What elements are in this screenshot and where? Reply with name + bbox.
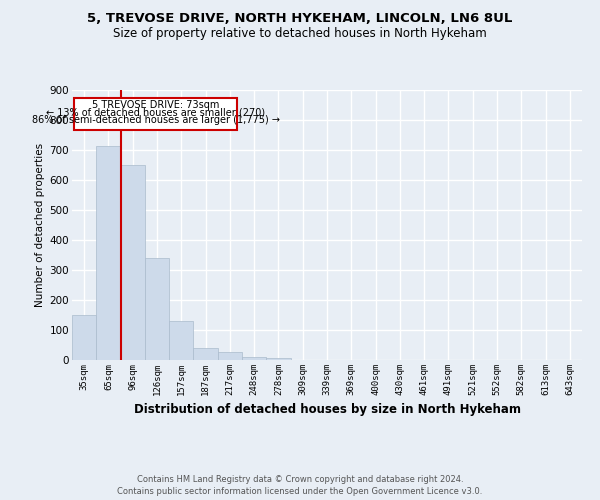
Text: Contains HM Land Registry data © Crown copyright and database right 2024.: Contains HM Land Registry data © Crown c… xyxy=(137,475,463,484)
Bar xyxy=(145,258,169,360)
Y-axis label: Number of detached properties: Number of detached properties xyxy=(35,143,46,307)
Text: 5, TREVOSE DRIVE, NORTH HYKEHAM, LINCOLN, LN6 8UL: 5, TREVOSE DRIVE, NORTH HYKEHAM, LINCOLN… xyxy=(88,12,512,26)
Bar xyxy=(266,358,290,360)
Text: ← 13% of detached houses are smaller (270): ← 13% of detached houses are smaller (27… xyxy=(46,107,265,117)
Text: 5 TREVOSE DRIVE: 73sqm: 5 TREVOSE DRIVE: 73sqm xyxy=(92,100,219,110)
Bar xyxy=(169,321,193,360)
Bar xyxy=(242,357,266,360)
Bar xyxy=(218,352,242,360)
Bar xyxy=(96,146,121,360)
Bar xyxy=(193,348,218,360)
Bar xyxy=(121,165,145,360)
X-axis label: Distribution of detached houses by size in North Hykeham: Distribution of detached houses by size … xyxy=(133,404,521,416)
Bar xyxy=(72,315,96,360)
Text: 86% of semi-detached houses are larger (1,775) →: 86% of semi-detached houses are larger (… xyxy=(32,114,280,124)
FancyBboxPatch shape xyxy=(74,98,237,130)
Text: Size of property relative to detached houses in North Hykeham: Size of property relative to detached ho… xyxy=(113,28,487,40)
Text: Contains public sector information licensed under the Open Government Licence v3: Contains public sector information licen… xyxy=(118,487,482,496)
